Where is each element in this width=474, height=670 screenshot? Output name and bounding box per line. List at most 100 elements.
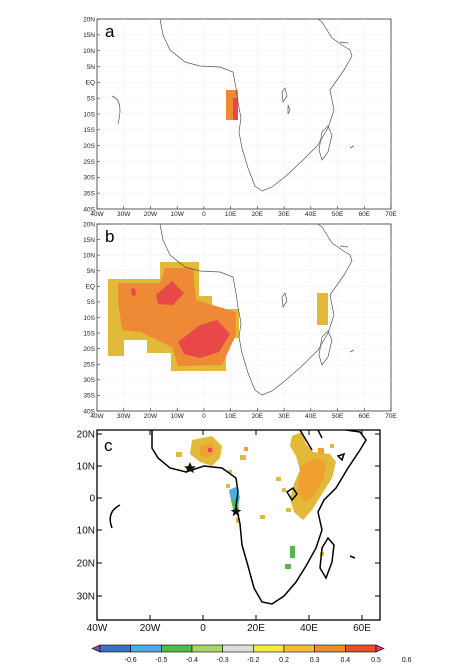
panel-b-lat-tick-label: 15S [83,330,95,337]
colorbar-label: 0.5 [371,657,381,664]
panel-b-lon-tick-label: 0 [202,413,206,420]
panel-a-lat-tick-label: EQ [86,80,95,87]
panel-b-lat-tick-label: 15N [83,237,95,244]
panel-b-lat-tick-label: 10N [83,252,95,259]
colorbar-label: -0.4 [186,657,198,664]
anomaly-cell [290,546,295,558]
panel-a-lon-tick-label: 60E [358,211,370,218]
colorbar-swatch [161,644,193,653]
anomaly-region [131,288,136,296]
colorbar-label: 0.2 [279,657,289,664]
colorbar-swatch [253,644,285,653]
panel-b-lon-tick-label: 10W [170,413,184,420]
panel-label-b: b [105,227,114,246]
anomaly-cell [176,452,182,457]
colorbar-swatch [222,644,254,653]
panel-b-lat-tick-label: 25S [83,362,95,369]
panel-b-lat-tick-label: 5N [87,268,96,275]
lake [287,104,291,115]
colorbar-swatch [314,644,346,653]
panel-a-lon-tick-label: 40E [305,211,317,218]
colorbar-label: 0.6 [402,657,412,664]
lake-victoria [285,486,298,502]
panel-a-lat-tick-label: 20S [83,143,95,150]
colorbar-swatch [99,644,131,653]
panel-b-lon-tick-label: 10E [225,413,237,420]
colorbar-low-arrow [91,644,101,653]
coastline [159,19,353,192]
anomaly-cell [233,98,238,120]
anomaly-region [156,281,184,305]
star-marker [230,506,242,517]
panel-b-lat-tick-label: 20N [83,221,95,228]
colorbar-high-arrow [375,644,385,653]
panel-c-lon-tick-label: 40E [300,623,318,634]
anomaly-cell [317,293,328,325]
coastline [159,224,353,396]
panel-a-lat-tick-label: 10N [83,48,95,55]
panel-b-lon-tick-label: 70E [385,413,397,420]
anomaly-cell [260,515,265,519]
coast-fragment [111,95,121,125]
coast-fragment [109,504,121,529]
panel-c-lon-tick-label: 20E [247,623,265,634]
anomaly-cell [240,455,246,460]
coast-fragment [339,41,349,44]
panel-a-ticks: 40W 30W 20W 10W 0 10E 20E 30E 40E 50E 60E 70E 20N 15N… [83,16,397,218]
panel-a-lon-tick-label: 10E [225,211,237,218]
colorbar-label: -0.5 [155,657,167,664]
panel-b: b 40W 30W 20W 10W 0 10E 20E 30E 40E 50E 60E 70E 20N 1… [83,221,397,420]
panel-c-ticks: 40W 20W 0 20E 40E 60E 20N 10N 0 10N 20N 30N [77,430,380,634]
panel-a-lon-tick-label: 20E [252,211,264,218]
anomaly-cell [228,470,232,473]
colorbar-label: -0.6 [125,657,137,664]
panel-a-lat-tick-label: 20N [83,16,95,23]
colorbar-swatch [283,644,315,653]
panel-a-lat-tick-label: 30S [83,175,95,182]
lake [281,292,288,309]
panel-b-lon-tick-label: 20W [144,413,158,420]
panel-c-map [109,430,367,605]
panel-a-lon-tick-label: 30E [278,211,290,218]
colorbar-label: -0.3 [217,657,229,664]
coast-fragment [299,430,313,451]
panel-a-lon-tick-label: 30W [117,211,131,218]
coast-fragment [349,145,355,149]
panel-a: a 40W 30W 20W 10W 0 10E 20E 30E 40E 50E 60E 70E 20N 1… [83,16,397,218]
colorbar-label: 0.3 [310,657,320,664]
anomaly-cell [318,448,324,454]
star-marker [184,462,196,474]
panel-a-lat-tick-label: 15N [83,32,95,39]
panel-c-lat-tick-label: 20N [77,559,95,570]
panel-b-ticks: 40W 30W 20W 10W 0 10E 20E 30E 40E 50E 60E 70E 20N 15N… [83,221,397,420]
anomaly-cell [276,477,281,481]
panel-b-lat-tick-label: 20S [83,346,95,353]
panel-a-map [111,19,355,192]
panel-b-lon-tick-label: 40E [305,413,317,420]
panel-a-lon-tick-label: 40W [90,211,104,218]
panel-c-lon-tick-label: 40W [87,623,108,634]
panel-a-lat-tick-label: 10S [83,111,95,118]
panel-a-lon-tick-label: 50E [332,211,344,218]
panel-a-lat-tick-label: 5S [87,95,96,102]
anomaly-region [178,320,230,358]
panel-b-lat-tick-label: 35S [83,393,95,400]
panel-c-lon-tick-label: 0 [200,623,206,634]
panel-a-lat-tick-label: 5N [87,64,96,71]
coast-fragment [339,245,349,248]
colorbar-label: 0.4 [340,657,350,664]
panel-c-lon-tick-label: 20W [140,623,161,634]
coast-fragment [349,349,355,353]
panel-a-lat-tick-label: 15S [83,127,95,134]
panel-b-lon-tick-label: 60E [358,413,370,420]
island-madagascar [319,536,335,580]
anomaly-cell [236,518,240,523]
colorbar-swatch [130,644,162,653]
panel-c-frame [96,429,381,621]
anomaly-cell [208,448,212,452]
colorbar-label: -0.2 [247,657,259,664]
panel-a-lat-tick-label: 35S [83,190,95,197]
panel-c-lat-tick-label: 10N [77,462,95,473]
coast-fragment [349,555,356,559]
panel-c-lon-tick-label: 60E [353,623,371,634]
